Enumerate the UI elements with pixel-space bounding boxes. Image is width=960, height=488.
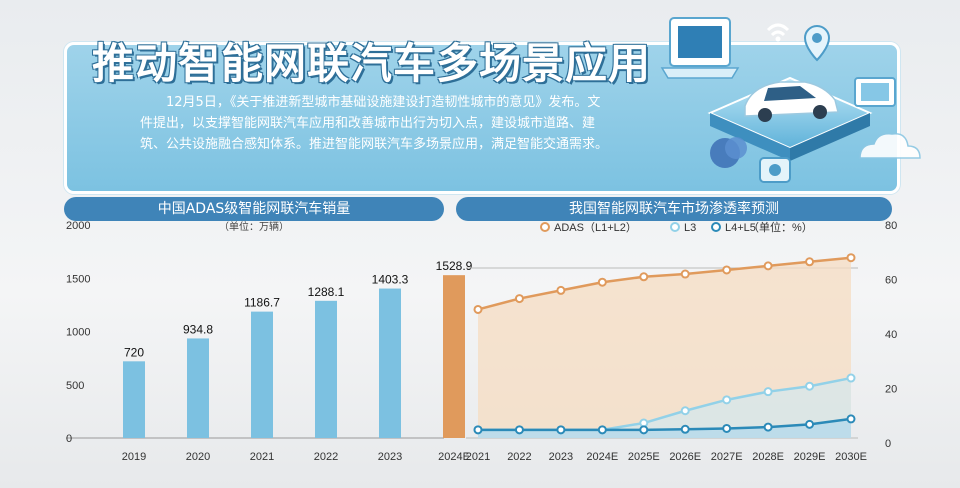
bar-2024E <box>443 275 465 438</box>
bar-x-tick-label: 2020 <box>186 451 210 463</box>
line-x-tick-label: 2030E <box>835 451 867 463</box>
banner-description: 12月5日，《关于推进新型城市基础设施建设打造韧性城市的意见》发布。文件提出，以… <box>140 95 609 152</box>
wifi-icon <box>766 23 790 42</box>
point-l4l5-2022 <box>514 425 524 435</box>
bar-value-label: 1528.9 <box>436 259 473 273</box>
legend-marker-l4l5 <box>711 222 721 232</box>
line-x-tick-label: 2027E <box>711 451 743 463</box>
legend-unit-label: （单位：%） <box>748 220 813 234</box>
bar-2019 <box>123 361 145 438</box>
page-title: 推动智能网联汽车多场景应用 <box>92 39 652 88</box>
brain-icon <box>710 137 747 168</box>
series-line-adas <box>477 256 852 311</box>
series-line-l4l5 <box>478 417 852 432</box>
bar-y-tick-label: 0 <box>66 433 72 445</box>
car-icon <box>744 81 839 122</box>
point-l3-2030E <box>846 373 856 383</box>
series-area-l3 <box>478 378 851 438</box>
point-adas-2026E <box>680 269 690 279</box>
point-l3-2026E <box>680 406 690 416</box>
point-l4l5-2023 <box>556 425 566 435</box>
line-chart-header: 我国智能网联汽车市场渗透率预测 <box>456 197 892 221</box>
series-area-l4l5 <box>478 418 851 438</box>
point-adas-2027E <box>722 265 732 275</box>
point-l4l5-2025E <box>639 425 649 435</box>
line-x-tick-label: 2025E <box>628 451 660 463</box>
point-l3-2027E <box>722 395 732 405</box>
bar-2023 <box>379 288 401 438</box>
point-adas-2024E <box>597 277 607 287</box>
bar-value-label: 934.8 <box>183 322 213 336</box>
legend-marker-adas <box>540 222 550 232</box>
point-adas-2022 <box>514 294 524 304</box>
point-adas-2029E <box>805 257 815 267</box>
line-x-tick-label: 2023 <box>549 451 573 463</box>
point-adas-2021 <box>473 304 483 314</box>
bar-value-label: 720 <box>124 345 144 359</box>
point-l3-2029E <box>805 381 815 391</box>
line-x-tick-label: 2022 <box>507 451 531 463</box>
point-adas-2030E <box>846 253 856 263</box>
legend-marker-l3 <box>670 222 680 232</box>
point-l4l5-2027E <box>722 423 732 433</box>
line-x-tick-label: 2021 <box>466 451 490 463</box>
line-x-tick-label: 2029E <box>794 451 826 463</box>
bar-y-tick-label: 1000 <box>66 327 90 339</box>
bar-x-tick-label: 2022 <box>314 451 338 463</box>
bar-x-tick-label: 2024E <box>438 451 470 463</box>
bar-x-tick-label: 2021 <box>250 451 274 463</box>
cloud-icon <box>859 132 921 159</box>
line-y-tick-label: 20 <box>885 384 897 396</box>
line-y-tick-label: 80 <box>885 220 897 232</box>
line-x-tick-label: 2028E <box>752 451 784 463</box>
point-l3-2028E <box>763 387 773 397</box>
bar-x-tick-label: 2023 <box>378 451 402 463</box>
line-y-tick-label: 0 <box>885 438 891 450</box>
bar-y-tick-label: 2000 <box>66 220 90 232</box>
bar-unit-label: （单位：万辆） <box>219 220 289 233</box>
legend-label-l4l5: L4+L5 <box>725 222 756 234</box>
bar-2022 <box>315 300 337 438</box>
point-adas-2028E <box>763 261 773 271</box>
bar-2021 <box>251 311 273 438</box>
point-adas-2023 <box>556 285 566 295</box>
point-l4l5-2030E <box>846 414 856 424</box>
bar-chart-header: 中国ADAS级智能网联汽车销量 <box>64 197 444 221</box>
point-adas-2025E <box>639 272 649 282</box>
point-l4l5-2024E <box>597 425 607 435</box>
bar-y-tick-label: 1500 <box>66 273 90 285</box>
bar-value-label: 1288.1 <box>308 285 345 299</box>
bar-x-tick-label: 2019 <box>122 451 146 463</box>
point-l4l5-2028E <box>763 422 773 432</box>
line-y-tick-label: 40 <box>885 329 897 341</box>
line-x-tick-label: 2026E <box>669 451 701 463</box>
bar-y-tick-label: 500 <box>66 380 84 392</box>
bar-value-label: 1403.3 <box>372 273 409 287</box>
smart-car-illustration <box>660 17 921 183</box>
point-l4l5-2026E <box>680 424 690 434</box>
bar-value-label: 1186.7 <box>244 296 280 310</box>
bar-2020 <box>187 338 209 438</box>
point-l4l5-2021 <box>473 425 483 435</box>
line-y-tick-label: 60 <box>885 275 897 287</box>
point-l4l5-2029E <box>805 419 815 429</box>
legend-label-l3: L3 <box>684 222 696 234</box>
legend-label-adas: ADAS（L1+L2） <box>554 221 637 234</box>
line-x-tick-label: 2024E <box>586 451 618 463</box>
